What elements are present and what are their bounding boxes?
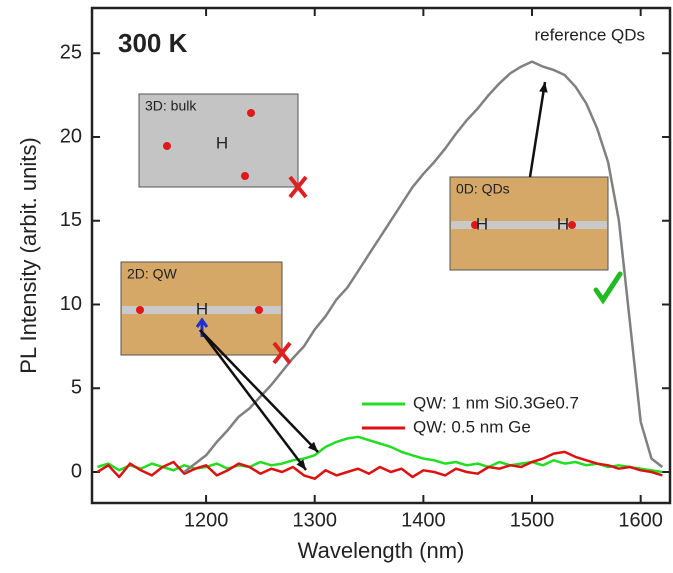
- x-tick-label: 1500: [510, 509, 555, 531]
- inset-label: 0D: QDs: [456, 181, 510, 197]
- arrow-line: [528, 81, 547, 178]
- inset-mark: H: [196, 299, 208, 318]
- inset-label: 3D: bulk: [145, 98, 197, 114]
- x-tick-label: 1200: [184, 509, 229, 531]
- x-tick-label: 1400: [401, 509, 446, 531]
- inset-mark: H: [216, 133, 228, 152]
- inset-dot: [247, 109, 255, 117]
- inset-mark: H: [476, 214, 488, 233]
- arrow-head: [296, 459, 306, 470]
- title: 300 K: [118, 28, 188, 58]
- arrow-head: [307, 441, 318, 452]
- x-axis-title: Wavelength (nm): [298, 538, 465, 563]
- inset-dot: [471, 221, 479, 229]
- legend-label: QW: 1 nm Si0.3Ge0.7: [413, 393, 579, 412]
- y-tick-label: 5: [71, 377, 82, 399]
- inset-layer: [451, 221, 607, 229]
- y-axis-title: PL Intensity (arbit. units): [16, 137, 41, 373]
- arrow-line: [199, 329, 307, 471]
- cross-icon: [272, 341, 292, 365]
- cross-icon: [288, 175, 308, 199]
- inset-dot: [255, 306, 263, 314]
- inset-dot: [241, 172, 249, 180]
- series-label: reference QDs: [534, 25, 645, 44]
- inset-label: 2D: QW: [127, 266, 178, 282]
- y-tick-label: 25: [60, 42, 82, 64]
- arrow-line: [199, 329, 319, 453]
- series-line: [183, 60, 664, 473]
- legend-label: QW: 0.5 nm Ge: [413, 417, 531, 436]
- y-tick-label: 0: [71, 460, 82, 482]
- inset-layer: [122, 306, 281, 314]
- x-tick-label: 1600: [618, 509, 663, 531]
- inset-dot: [568, 221, 576, 229]
- y-tick-label: 15: [60, 209, 82, 231]
- inset-dot: [136, 306, 144, 314]
- check-icon: [593, 271, 623, 305]
- y-tick-label: 20: [60, 125, 82, 147]
- arrow-head: [539, 82, 548, 93]
- plot-frame: [90, 6, 672, 505]
- inset-mark: H: [557, 214, 569, 233]
- series-line: [96, 450, 663, 480]
- x-tick-label: 1300: [292, 509, 337, 531]
- inset-box: [138, 93, 299, 188]
- inset-dot: [163, 142, 171, 150]
- y-tick-label: 10: [60, 293, 82, 315]
